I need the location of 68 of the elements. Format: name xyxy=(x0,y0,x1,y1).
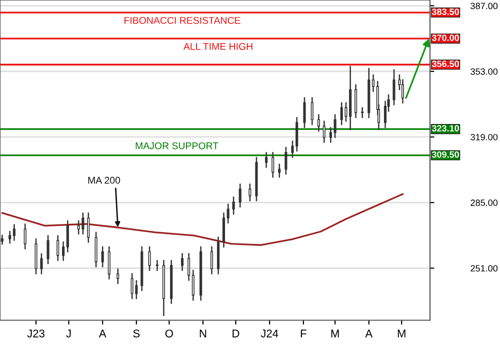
ref-line-label: 356.50 xyxy=(432,60,459,68)
candlestick xyxy=(135,280,138,300)
candlestick xyxy=(46,235,50,264)
candlestick xyxy=(238,184,242,208)
candlestick xyxy=(66,220,69,252)
candlestick xyxy=(303,97,306,128)
x-tick-label: J xyxy=(66,330,71,338)
x-tick-label: O xyxy=(165,330,173,338)
candlestick xyxy=(310,97,314,126)
candlestick xyxy=(329,127,332,143)
candlestick xyxy=(130,273,134,300)
x-tick-label: M xyxy=(331,330,339,338)
candlestick xyxy=(148,246,151,271)
candlestick xyxy=(56,235,60,261)
candlestick xyxy=(278,164,281,178)
candlestick xyxy=(265,152,268,168)
candlestick xyxy=(8,230,12,244)
y-tick-label: 285.00 xyxy=(470,200,498,206)
candlestick xyxy=(188,253,190,281)
candlestick xyxy=(272,152,274,178)
candlestick xyxy=(354,84,358,118)
candlestick xyxy=(77,220,80,234)
candlestick xyxy=(284,146,288,175)
candlestick xyxy=(317,114,320,132)
line-series xyxy=(1,193,404,246)
ref-line-label: 323.10 xyxy=(432,125,459,132)
x-tick-label: F xyxy=(300,330,306,338)
candlestick xyxy=(392,69,396,106)
candlestick xyxy=(248,184,252,202)
candlestick xyxy=(87,212,90,243)
candlestick xyxy=(40,253,43,274)
x-tick-label: D xyxy=(232,330,240,338)
annotation: FIBONACCI RESISTANCE xyxy=(124,16,240,24)
ref-line-label: 309.50 xyxy=(432,151,459,158)
candlestick xyxy=(108,246,110,280)
x-tick-label: S xyxy=(133,330,140,338)
ref-line-label: 370.00 xyxy=(432,34,459,42)
x-tick-label: A xyxy=(98,330,106,338)
y-tick-label: 353.00 xyxy=(470,68,498,75)
candlestick xyxy=(82,212,84,234)
candlestick xyxy=(322,120,326,143)
y-tick-label: 319.00 xyxy=(470,134,498,140)
candlestick xyxy=(226,204,230,224)
x-tick-label: A xyxy=(365,330,373,338)
x-tick-label: J23 xyxy=(27,330,44,338)
candlestick xyxy=(0,234,4,245)
candlestick xyxy=(232,196,235,215)
y-tick-label: 387.00 xyxy=(470,2,498,10)
x-tick-label: N xyxy=(200,330,206,338)
candlestick xyxy=(12,224,16,241)
x-tick-label: J24 xyxy=(260,330,278,338)
candlestick xyxy=(372,74,375,92)
candlestick xyxy=(156,260,158,271)
candlestick xyxy=(24,224,26,250)
candlestick xyxy=(361,107,364,118)
y-tick-label: 251.00 xyxy=(470,265,498,272)
candlestick xyxy=(101,246,104,268)
annotation: MA 200 xyxy=(88,176,120,184)
candlestick xyxy=(62,241,65,261)
candlestick xyxy=(210,246,214,274)
annotation: ALL TIME HIGH xyxy=(183,43,252,50)
candlestick xyxy=(334,114,336,138)
ref-line-label: 383.50 xyxy=(432,8,459,15)
candlestick xyxy=(116,268,120,284)
annotation: MAJOR SUPPORT xyxy=(136,142,218,150)
candlestick xyxy=(180,253,184,271)
x-tick-label: M xyxy=(398,330,406,338)
candlestick xyxy=(192,270,194,301)
